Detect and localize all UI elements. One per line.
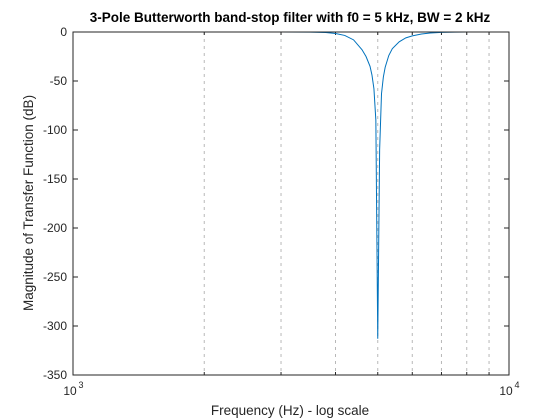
y-tick-label: -150 xyxy=(43,172,67,186)
y-tick-label: -100 xyxy=(43,123,67,137)
plot-area xyxy=(72,31,510,376)
x-tick-label: 10 xyxy=(499,384,513,398)
y-axis-label: Magnitude of Transfer Function (dB) xyxy=(21,95,36,311)
x-tick-label-exponent: 4 xyxy=(514,380,519,390)
y-tick-label: -50 xyxy=(50,74,68,88)
x-tick-label: 10 xyxy=(63,384,77,398)
x-tick-label-exponent: 3 xyxy=(78,380,83,390)
x-axis-label: Frequency (Hz) - log scale xyxy=(211,403,369,418)
grid xyxy=(203,32,490,375)
y-tick-label: -300 xyxy=(43,319,67,333)
y-tick-label: -250 xyxy=(43,270,67,284)
plot-frame xyxy=(72,31,510,376)
chart-title: 3-Pole Butterworth band-stop filter with… xyxy=(90,10,491,25)
y-tick-label: 0 xyxy=(60,25,67,39)
y-tick-label: -200 xyxy=(43,221,67,235)
y-tick-label: -350 xyxy=(43,368,67,382)
